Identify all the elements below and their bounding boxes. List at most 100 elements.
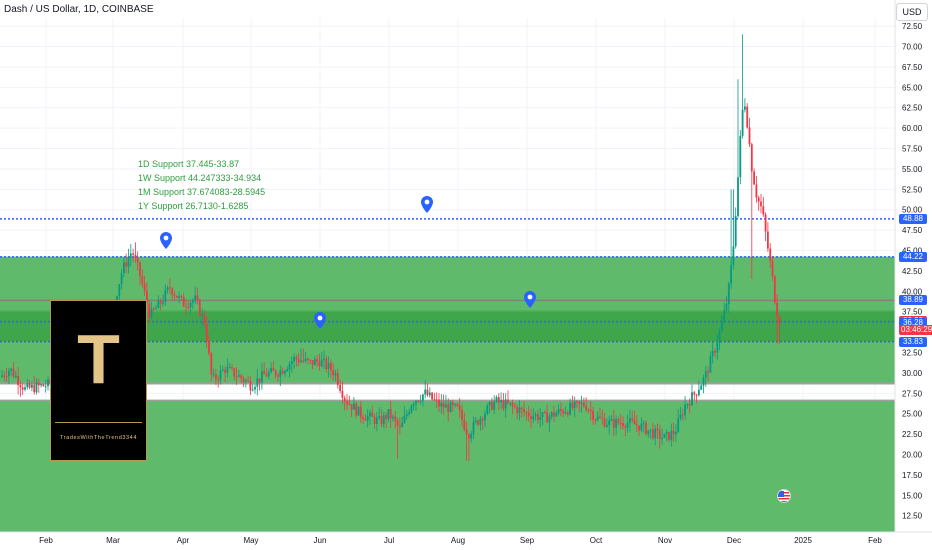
candle-body <box>606 424 608 427</box>
candle-body <box>465 429 468 435</box>
support-note-1m: 1M Support 37.674083-28.5945 <box>138 187 266 197</box>
candle-body <box>297 359 300 363</box>
candle-body <box>371 412 374 417</box>
y-tick-label: 50.00 <box>902 206 923 215</box>
candle-body <box>258 378 261 383</box>
candle-body <box>129 253 132 258</box>
candle-body <box>125 262 128 267</box>
zone-border-lower <box>0 399 895 402</box>
candle-body <box>571 402 574 408</box>
candle-body <box>238 375 240 377</box>
candle-body <box>573 401 576 408</box>
candle-body <box>300 360 302 363</box>
candle-body <box>569 402 571 415</box>
y-tick-label: 27.50 <box>902 389 923 398</box>
candle-body <box>12 368 15 377</box>
candle-body <box>730 264 732 284</box>
candle-body <box>212 374 215 376</box>
candle-body <box>146 290 148 304</box>
candle-body <box>693 392 696 395</box>
map-pin-icon[interactable] <box>420 195 433 218</box>
candle-body <box>346 401 348 404</box>
y-tick-label: 52.50 <box>902 185 923 194</box>
candle-body <box>192 300 194 303</box>
candle-body <box>654 428 657 439</box>
candle-body <box>215 374 217 380</box>
candle-body <box>127 257 130 267</box>
candle-body <box>247 380 249 382</box>
candle-body <box>293 357 295 362</box>
y-tick-label: 22.50 <box>902 430 923 439</box>
candle-body <box>638 425 640 431</box>
candle-body <box>553 412 555 417</box>
candle-body <box>463 419 466 430</box>
candle-body <box>495 397 498 402</box>
candle-body <box>394 416 397 421</box>
candle-body <box>615 419 617 428</box>
candle-body <box>537 414 539 420</box>
candle-body <box>431 392 433 400</box>
map-pin-icon[interactable] <box>524 290 537 313</box>
candle-body <box>757 197 760 202</box>
candle-body <box>610 418 613 421</box>
candle-body <box>277 375 279 377</box>
candle-body <box>42 384 45 387</box>
candle-body <box>596 416 599 420</box>
candle-body <box>550 412 553 417</box>
map-pin-icon[interactable] <box>159 231 172 254</box>
candle-body <box>617 419 620 424</box>
us-flag-icon[interactable] <box>777 489 791 503</box>
candle-body <box>1 375 3 377</box>
candle-body <box>152 308 155 310</box>
candle-body <box>428 392 431 396</box>
candle-body <box>649 429 652 431</box>
y-tick-label: 12.50 <box>902 512 923 521</box>
candle-body <box>210 353 213 375</box>
map-pin-icon[interactable] <box>314 311 326 334</box>
candle-body <box>35 382 38 393</box>
candle-body <box>219 370 222 380</box>
candle-body <box>562 410 565 414</box>
candle-body <box>509 402 512 404</box>
candle-body <box>438 399 440 407</box>
price-badge-33-83: 33.83 <box>899 336 927 347</box>
candle-body <box>136 257 139 263</box>
candle-body <box>263 371 266 375</box>
zone-border-upper <box>0 382 895 385</box>
candle-body <box>313 359 316 365</box>
candle-body <box>642 422 645 424</box>
currency-button[interactable]: USD <box>896 3 928 21</box>
candle-body <box>635 424 638 426</box>
time-axis-bg <box>0 532 932 550</box>
y-tick-label: 72.50 <box>902 22 923 31</box>
candle-body <box>769 248 772 261</box>
candle-body <box>771 260 774 277</box>
candle-body <box>546 412 548 423</box>
candle-body <box>599 416 601 418</box>
candle-body <box>523 409 525 413</box>
y-tick-label: 70.00 <box>902 43 923 52</box>
price-badge-44-22: 44.22 <box>899 251 927 262</box>
candle-body <box>307 358 309 360</box>
candle-body <box>159 300 162 304</box>
logo-letter: T <box>77 320 120 398</box>
candle-body <box>272 368 275 371</box>
candle-body <box>5 376 8 378</box>
candle-body <box>767 231 769 249</box>
candle-body <box>249 381 252 391</box>
candle-body <box>47 379 49 387</box>
candle-body <box>497 397 500 403</box>
candle-body <box>704 371 707 378</box>
candle-body <box>776 302 778 317</box>
candle-body <box>270 368 272 373</box>
candle-body <box>488 401 491 406</box>
x-tick-label: Feb <box>39 536 53 545</box>
logo-divider <box>55 422 142 423</box>
support-note-1d: 1D Support 37.445-33.87 <box>138 159 240 169</box>
candle-body <box>479 418 482 425</box>
candle-body <box>686 404 689 406</box>
candle-body <box>576 401 578 403</box>
y-tick-label: 62.50 <box>902 104 923 113</box>
y-tick-label: 40.00 <box>902 287 923 296</box>
